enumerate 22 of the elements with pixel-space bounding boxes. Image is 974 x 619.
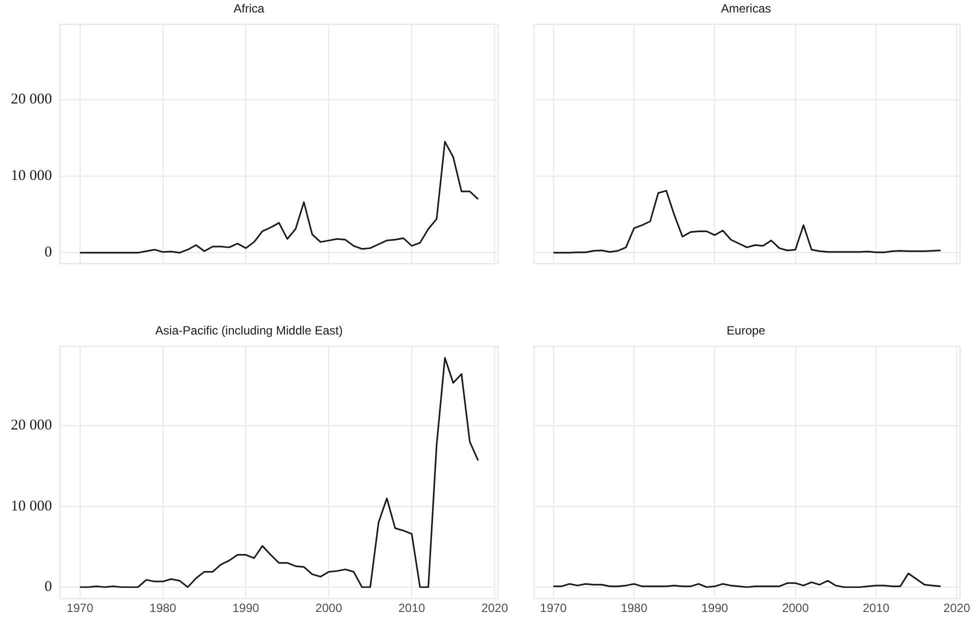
x-tick-label: 2000 — [315, 601, 342, 616]
chart-title: Africa — [234, 2, 265, 16]
chart-title: Europe — [726, 324, 766, 338]
y-tick-label: 20 000 — [10, 418, 52, 434]
chart-title: Asia-Pacific (including Middle East) — [155, 324, 343, 338]
x-tick-label: 1970 — [540, 601, 568, 616]
chart-title: Americas — [720, 2, 772, 16]
y-tick-label: 0 — [44, 579, 52, 596]
x-tick-label: 1980 — [620, 601, 648, 616]
x-tick-label: 2010 — [862, 601, 890, 616]
x-tick-label: 2020 — [481, 601, 508, 616]
x-tick-label: 1970 — [66, 601, 94, 616]
y-tick-label: 20 000 — [10, 92, 52, 108]
x-tick-label: 1990 — [232, 601, 260, 616]
x-tick-label: 2010 — [398, 601, 426, 616]
x-tick-label: 1990 — [701, 601, 728, 616]
y-tick-label: 10 000 — [10, 168, 52, 184]
y-tick-label: 10 000 — [10, 498, 52, 514]
x-tick-label: 1980 — [150, 601, 177, 616]
y-tick-label: 0 — [44, 244, 52, 261]
x-tick-label: 2000 — [782, 601, 810, 616]
x-tick-label: 2020 — [943, 601, 970, 616]
